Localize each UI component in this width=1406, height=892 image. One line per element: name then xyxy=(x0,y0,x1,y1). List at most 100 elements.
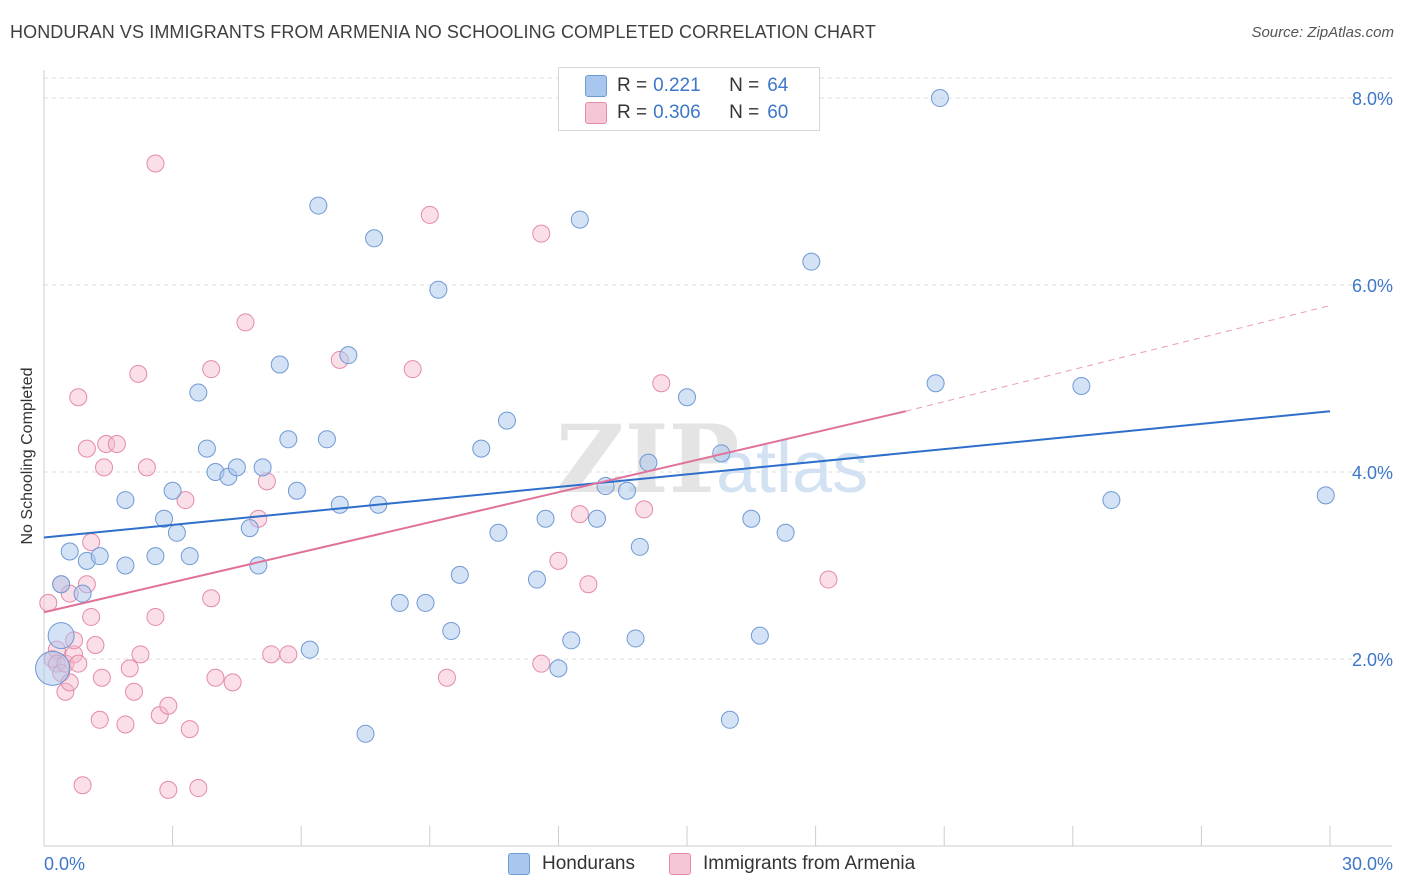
data-point-hondurans xyxy=(617,481,636,500)
data-point-hondurans xyxy=(60,542,79,561)
data-point-armenia xyxy=(77,439,96,458)
r-label: R = xyxy=(617,75,648,96)
r-label: R = xyxy=(617,102,648,123)
data-point-armenia xyxy=(65,645,84,664)
data-point-armenia xyxy=(206,668,225,687)
data-point-hondurans xyxy=(570,210,589,229)
data-point-hondurans xyxy=(279,430,298,449)
data-point-hondurans xyxy=(253,458,272,477)
data-point-hondurans xyxy=(330,495,349,514)
data-point-hondurans xyxy=(47,622,75,650)
data-point-armenia xyxy=(129,364,148,383)
data-point-hondurans xyxy=(750,626,769,645)
data-point-hondurans xyxy=(52,575,71,594)
data-point-armenia xyxy=(819,570,838,589)
data-point-hondurans xyxy=(317,430,336,449)
data-point-hondurans xyxy=(1316,486,1335,505)
data-point-armenia xyxy=(131,645,150,664)
data-point-hondurans xyxy=(35,650,71,686)
data-point-hondurans xyxy=(309,196,328,215)
data-point-hondurans xyxy=(227,458,246,477)
data-point-hondurans xyxy=(639,453,658,472)
data-point-armenia xyxy=(137,458,156,477)
data-point-hondurans xyxy=(802,252,821,271)
data-point-armenia xyxy=(635,500,654,519)
data-point-armenia xyxy=(549,551,568,570)
data-point-armenia xyxy=(125,682,144,701)
data-point-armenia xyxy=(69,388,88,407)
data-point-hondurans xyxy=(197,439,216,458)
data-point-hondurans xyxy=(189,383,208,402)
data-point-hondurans xyxy=(527,570,546,589)
watermark: ZIP atlas xyxy=(556,405,868,515)
data-point-hondurans xyxy=(365,229,384,248)
y-tick-label: 2.0% xyxy=(1352,650,1393,670)
data-point-armenia xyxy=(56,682,75,701)
data-point-armenia xyxy=(202,360,221,379)
x-tick-label: 0.0% xyxy=(44,854,85,874)
data-point-hondurans xyxy=(339,346,358,365)
data-point-armenia xyxy=(652,374,671,393)
data-point-armenia xyxy=(279,645,298,664)
data-point-hondurans xyxy=(720,710,739,729)
data-point-armenia xyxy=(202,589,221,608)
legend-label-hondurans: Hondurans xyxy=(542,853,635,874)
legend-swatch-armenia xyxy=(585,102,607,124)
data-point-hondurans xyxy=(163,481,182,500)
data-point-hondurans xyxy=(300,640,319,659)
legend-row-armenia: R = 0.306 N = 60 xyxy=(585,100,789,126)
legend-swatch-armenia xyxy=(669,853,691,875)
data-point-hondurans xyxy=(116,556,135,575)
y-tick-label: 8.0% xyxy=(1352,89,1393,109)
data-point-armenia xyxy=(69,654,88,673)
data-point-armenia xyxy=(189,779,208,798)
legend-row-hondurans: R = 0.221 N = 64 xyxy=(585,73,789,99)
legend-item-armenia[interactable]: Immigrants from Armenia xyxy=(669,852,915,876)
data-point-armenia xyxy=(223,673,242,692)
series-hondurans-points xyxy=(35,89,1335,743)
data-point-hondurans xyxy=(776,523,795,542)
x-tick-label: 30.0% xyxy=(1342,854,1393,874)
data-point-armenia xyxy=(97,434,116,453)
data-point-hondurans xyxy=(155,509,174,528)
data-point-hondurans xyxy=(356,724,375,743)
data-point-hondurans xyxy=(1072,377,1091,396)
data-point-hondurans xyxy=(249,556,268,575)
data-point-hondurans xyxy=(450,565,469,584)
trend-line-armenia xyxy=(43,410,906,614)
gridlines xyxy=(44,77,1392,660)
watermark-atlas: atlas xyxy=(716,428,868,508)
axes xyxy=(43,70,1392,847)
data-point-hondurans xyxy=(926,374,945,393)
data-point-armenia xyxy=(120,659,139,678)
trend-line-armenia-extension xyxy=(905,305,1331,412)
data-point-hondurans xyxy=(472,439,491,458)
data-point-armenia xyxy=(180,720,199,739)
n-value: 60 xyxy=(767,102,789,123)
data-point-armenia xyxy=(159,696,178,715)
data-point-hondurans xyxy=(497,411,516,430)
data-point-hondurans xyxy=(742,509,761,528)
data-point-hondurans xyxy=(930,89,949,108)
r-value: 0.221 xyxy=(653,75,701,96)
data-point-hondurans xyxy=(1102,491,1121,510)
data-point-armenia xyxy=(236,313,255,332)
data-point-armenia xyxy=(82,607,101,626)
data-point-hondurans xyxy=(287,481,306,500)
data-point-armenia xyxy=(579,575,598,594)
data-point-hondurans xyxy=(630,537,649,556)
data-point-armenia xyxy=(420,205,439,224)
legend-item-hondurans[interactable]: Hondurans xyxy=(508,852,635,876)
data-point-armenia xyxy=(107,434,126,453)
n-label: N = xyxy=(729,102,760,123)
data-point-armenia xyxy=(90,710,109,729)
data-point-hondurans xyxy=(678,388,696,407)
data-point-armenia xyxy=(146,154,165,173)
data-point-hondurans xyxy=(536,509,555,528)
data-point-hondurans xyxy=(180,547,199,566)
n-value: 64 xyxy=(767,75,789,96)
data-point-hondurans xyxy=(489,523,508,542)
data-point-armenia xyxy=(570,505,589,524)
y-tick-label: 6.0% xyxy=(1352,276,1393,296)
legend-swatch-hondurans xyxy=(585,75,607,97)
